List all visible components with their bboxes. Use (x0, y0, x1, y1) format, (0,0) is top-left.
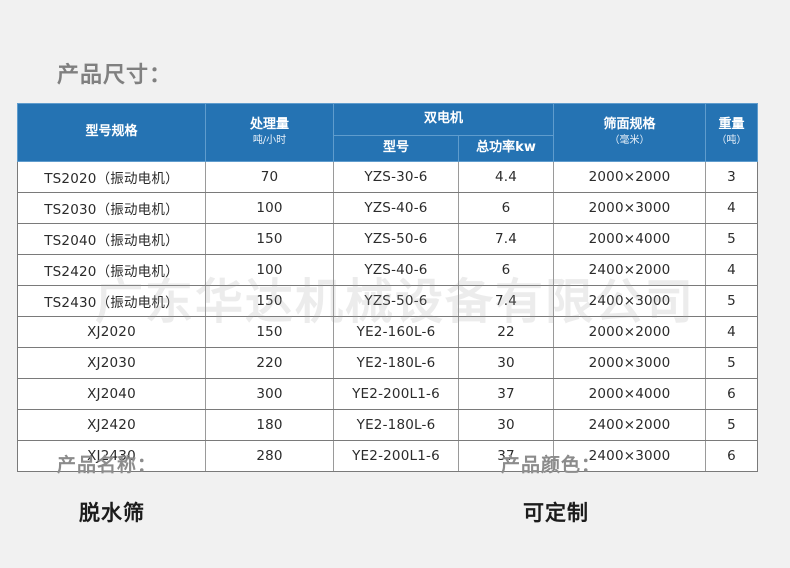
th-model: 型号规格 (17, 103, 206, 162)
cell-capacity: 100 (205, 254, 334, 286)
cell-motor-model: YE2-200L1-6 (333, 440, 459, 472)
cell-model: TS2030（振动电机） (17, 192, 206, 224)
table-header-row-1: 型号规格 处理量 吨/小时 双电机 筛面规格 （毫米） 重量 (17, 103, 759, 162)
table-row: XJ2030 220 YE2-180L-6 30 2000×3000 5 (17, 347, 759, 379)
cell-model: XJ2430 (17, 440, 206, 472)
cell-weight: 6 (705, 440, 759, 472)
th-motor-power: 总功率kw (457, 135, 555, 162)
cell-capacity: 220 (205, 347, 334, 379)
table-row: XJ2040 300 YE2-200L1-6 37 2000×4000 6 (17, 378, 759, 410)
cell-model: XJ2030 (17, 347, 206, 379)
cell-screen: 2000×2000 (553, 161, 707, 193)
table-row: XJ2020 150 YE2-160L-6 22 2000×2000 4 (17, 316, 759, 348)
th-capacity: 处理量 吨/小时 (205, 103, 334, 162)
cell-motor-model: YE2-160L-6 (333, 316, 459, 348)
cell-motor-model: YZS-30-6 (333, 161, 459, 193)
cell-model: XJ2020 (17, 316, 206, 348)
cell-capacity: 280 (205, 440, 334, 472)
cell-model: XJ2420 (17, 409, 206, 441)
cell-weight: 4 (705, 192, 759, 224)
cell-screen: 2000×3000 (553, 347, 707, 379)
product-name-value: 脱水筛 (79, 501, 145, 525)
cell-power: 7.4 (457, 223, 555, 255)
cell-motor-model: YE2-180L-6 (333, 409, 459, 441)
cell-weight: 4 (705, 254, 759, 286)
cell-capacity: 300 (205, 378, 334, 410)
cell-motor-model: YZS-50-6 (333, 285, 459, 317)
th-dual-motor: 双电机 (332, 103, 555, 136)
cell-weight: 5 (705, 285, 759, 317)
spec-table-container: 型号规格 处理量 吨/小时 双电机 筛面规格 （毫米） 重量 (17, 103, 759, 472)
th-motor-model: 型号 (333, 135, 459, 162)
th-screen-spec: 筛面规格 （毫米） (553, 103, 707, 162)
table-row: XJ2420 180 YE2-180L-6 30 2400×2000 5 (17, 409, 759, 441)
product-color-value: 可定制 (523, 501, 589, 525)
cell-power: 30 (457, 409, 555, 441)
cell-screen: 2000×2000 (553, 316, 707, 348)
product-name-block: 产品名称： 脱水筛 (57, 450, 157, 527)
cell-model: XJ2040 (17, 378, 206, 410)
cell-weight: 5 (705, 409, 759, 441)
cell-screen: 2400×2000 (553, 409, 707, 441)
cell-capacity: 150 (205, 285, 334, 317)
cell-weight: 6 (705, 378, 759, 410)
cell-screen: 2000×4000 (553, 223, 707, 255)
cell-motor-model: YE2-180L-6 (333, 347, 459, 379)
cell-model: TS2040（振动电机） (17, 223, 206, 255)
cell-screen: 2400×3000 (553, 285, 707, 317)
table-body: TS2020（振动电机） 70 YZS-30-6 4.4 2000×2000 3 TS203… (17, 161, 759, 472)
product-name-label: 产品名称： (57, 454, 158, 476)
cell-power: 37 (457, 378, 555, 410)
cell-power: 4.4 (457, 161, 555, 193)
product-color-block: 产品颜色： 可定制 (501, 450, 601, 527)
cell-model: TS2020（振动电机） (17, 161, 206, 193)
table-row: TS2420（振动电机） 100 YZS-40-6 6 2400×2000 4 (17, 254, 759, 286)
cell-weight: 5 (705, 347, 759, 379)
table-row: XJ2430 280 YE2-200L1-6 37 2400×3000 6 (17, 440, 759, 472)
table-header: 型号规格 处理量 吨/小时 双电机 筛面规格 （毫米） 重量 (17, 103, 759, 162)
cell-screen: 2000×3000 (553, 192, 707, 224)
page-title: 产品尺寸： (57, 63, 173, 88)
cell-motor-model: YE2-200L1-6 (333, 378, 459, 410)
table-row: TS2040（振动电机） 150 YZS-50-6 7.4 2000×4000 5 (17, 223, 759, 255)
cell-screen: 2400×3000 (553, 440, 707, 472)
cell-weight: 5 (705, 223, 759, 255)
cell-capacity: 180 (205, 409, 334, 441)
cell-capacity: 70 (205, 161, 334, 193)
th-weight: 重量 （吨） (705, 103, 759, 162)
cell-capacity: 150 (205, 223, 334, 255)
cell-power: 30 (457, 347, 555, 379)
cell-power: 6 (457, 254, 555, 286)
cell-screen: 2400×2000 (553, 254, 707, 286)
cell-screen: 2000×4000 (553, 378, 707, 410)
table-row: TS2020（振动电机） 70 YZS-30-6 4.4 2000×2000 3 (17, 161, 759, 193)
cell-weight: 3 (705, 161, 759, 193)
cell-capacity: 150 (205, 316, 334, 348)
table-row: TS2030（振动电机） 100 YZS-40-6 6 2000×3000 4 (17, 192, 759, 224)
cell-power: 37 (457, 440, 555, 472)
table-row: TS2430（振动电机） 150 YZS-50-6 7.4 2400×3000 5 (17, 285, 759, 317)
product-spec-table: 型号规格 处理量 吨/小时 双电机 筛面规格 （毫米） 重量 (17, 103, 759, 472)
cell-model: TS2420（振动电机） (17, 254, 206, 286)
cell-power: 6 (457, 192, 555, 224)
cell-motor-model: YZS-50-6 (333, 223, 459, 255)
cell-capacity: 100 (205, 192, 334, 224)
cell-model: TS2430（振动电机） (17, 285, 206, 317)
cell-motor-model: YZS-40-6 (333, 254, 459, 286)
cell-motor-model: YZS-40-6 (333, 192, 459, 224)
cell-power: 7.4 (457, 285, 555, 317)
product-color-label: 产品颜色： (501, 454, 602, 476)
cell-weight: 4 (705, 316, 759, 348)
cell-power: 22 (457, 316, 555, 348)
table-header-row-2: 型号 总功率kw (18, 135, 758, 162)
